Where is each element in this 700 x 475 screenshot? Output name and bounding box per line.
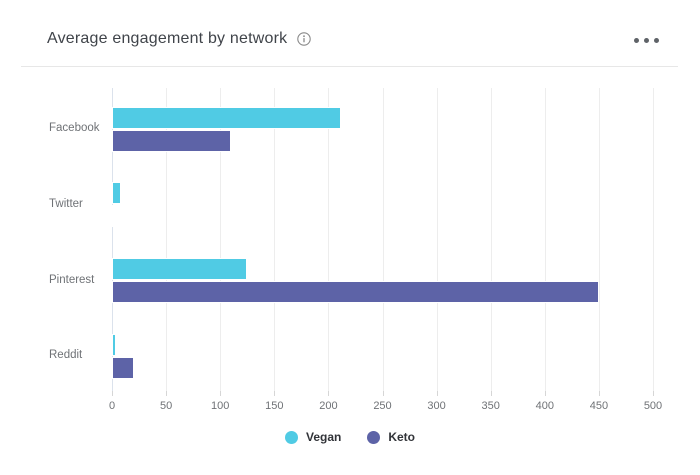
x-axis-tick-label: 0 — [108, 400, 116, 412]
chart-header: Average engagement by network — [47, 30, 312, 48]
axis-tick — [544, 391, 546, 396]
bar-keto-reddit[interactable] — [112, 356, 134, 379]
info-icon[interactable] — [297, 32, 312, 46]
axis-tick — [112, 391, 113, 396]
x-axis-tick-label: 350 — [481, 400, 500, 412]
gridline — [328, 88, 330, 391]
gridline — [220, 88, 222, 391]
x-axis-tick-label: 150 — [265, 400, 284, 412]
x-axis-tick-label: 450 — [589, 400, 609, 412]
bar-vegan-facebook[interactable] — [112, 106, 342, 129]
axis-line — [112, 88, 113, 391]
axis-tick — [382, 391, 384, 396]
axis-tick — [274, 391, 276, 396]
axis-tick — [166, 391, 168, 396]
axis-tick — [220, 391, 222, 396]
x-axis-tick-label: 50 — [159, 400, 173, 412]
more-options-button[interactable] — [630, 34, 663, 47]
bar-keto-facebook[interactable] — [112, 129, 232, 152]
gridline — [166, 88, 168, 391]
gridline — [544, 88, 546, 391]
axis-tick — [598, 391, 600, 396]
more-options-icon — [644, 38, 649, 43]
gridline — [382, 88, 384, 391]
bar-keto-twitter[interactable] — [112, 205, 115, 228]
bar-keto-pinterest[interactable] — [112, 281, 599, 303]
gridline — [490, 88, 492, 391]
category-label-twitter: Twitter — [49, 197, 83, 210]
x-axis-tick-label: 500 — [643, 400, 663, 412]
legend-marker-vegan — [284, 430, 298, 444]
legend-item-vegan[interactable]: Vegan — [284, 430, 342, 444]
bar-chart-plot-area: 0 50 100 150 200 250 300 350 400 450 500 — [109, 88, 662, 412]
x-axis-tick-label: 400 — [535, 400, 554, 412]
legend-marker-keto — [367, 430, 381, 444]
legend-label-vegan: Vegan — [305, 430, 342, 444]
category-label-reddit: Reddit — [49, 349, 83, 362]
x-axis-tick-label: 100 — [211, 400, 230, 412]
x-axis-tick-label: 250 — [373, 400, 392, 412]
header-divider — [21, 66, 678, 67]
x-axis-tick-label: 300 — [427, 400, 446, 412]
bar-vegan-reddit[interactable] — [112, 333, 117, 356]
axis-tick — [328, 391, 330, 396]
bar-vegan-twitter[interactable] — [112, 182, 121, 205]
gridline — [653, 88, 654, 391]
category-label-pinterest: Pinterest — [49, 273, 95, 286]
chart-title: Average engagement by network — [47, 30, 288, 47]
gridline — [274, 88, 276, 391]
bar-vegan-pinterest[interactable] — [112, 258, 248, 280]
gridline — [598, 88, 600, 391]
x-axis-tick-label: 200 — [319, 400, 338, 412]
axis-tick — [490, 391, 492, 396]
more-options-icon — [634, 38, 639, 43]
legend-label-keto: Keto — [388, 430, 416, 444]
chart-legend: Vegan Keto — [0, 430, 700, 444]
legend-item-keto[interactable]: Keto — [367, 430, 415, 444]
axis-tick — [436, 391, 438, 396]
axis-tick — [653, 391, 654, 396]
more-options-icon — [654, 38, 659, 43]
category-label-facebook: Facebook — [49, 122, 100, 134]
gridline — [436, 88, 438, 391]
